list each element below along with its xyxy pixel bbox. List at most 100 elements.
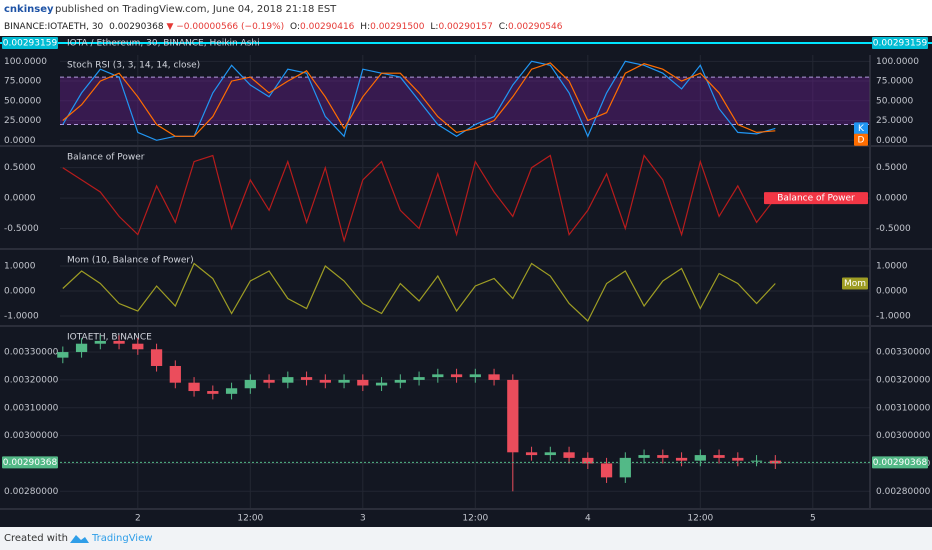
x-tick-label: 2 xyxy=(135,514,141,524)
price-tag-label: 0.00293159 xyxy=(3,39,58,49)
change: ▼ −0.00000566 (−0.19%) xyxy=(166,22,284,32)
footer-logo xyxy=(70,535,89,543)
chart-bg xyxy=(0,36,932,527)
panel-title: Stoch RSI (3, 3, 14, 14, close) xyxy=(67,61,200,71)
candle-body xyxy=(282,377,294,383)
h: 0.00291500 xyxy=(370,22,425,32)
candle-body xyxy=(57,352,69,358)
x-tick-label: 4 xyxy=(585,514,591,524)
x-tick-label: 3 xyxy=(360,514,366,524)
candle-body xyxy=(544,452,556,456)
x-tick-label: 5 xyxy=(810,514,816,524)
price-tag-label: Mom xyxy=(844,279,866,289)
candle-body xyxy=(338,379,350,383)
candle-body xyxy=(188,382,200,392)
y-tick-label-right: 25.0000 xyxy=(876,116,913,126)
panel-title: Balance of Power xyxy=(67,153,145,163)
candle-body xyxy=(357,379,369,386)
y-tick-label-right: 75.0000 xyxy=(876,77,913,87)
y-tick-label-left: 0.00280000 xyxy=(4,487,59,497)
y-tick-label-left: 0.00320000 xyxy=(4,375,59,385)
price-tag xyxy=(854,122,868,135)
y-tick-label-right: 0.0000 xyxy=(876,287,908,297)
panel-title: IOTAETH, BINANCE xyxy=(67,333,152,343)
last: 0.00290368 xyxy=(109,22,164,32)
price-tag xyxy=(872,37,928,49)
candle-body xyxy=(769,460,781,464)
price-tag-label: D xyxy=(858,135,865,145)
x-tick-label: 12:00 xyxy=(237,514,263,524)
candle-body xyxy=(225,388,238,394)
y-tick-label-left: -0.5000 xyxy=(4,224,39,234)
candle-body xyxy=(375,382,388,386)
candle-body xyxy=(525,452,538,456)
candle-body xyxy=(132,343,144,350)
y-tick-label-right: 0.00300000 xyxy=(876,431,931,441)
y-tick-label-left: 0.5000 xyxy=(4,163,36,173)
main-title: IOTA / Ethereum, 30, BINANCE, Heikin Ash… xyxy=(67,39,260,49)
series-line xyxy=(62,262,776,322)
candle-body xyxy=(319,379,331,383)
price-tag-label: 0.00293159 xyxy=(873,39,928,49)
ohlc-line: BINANCE:IOTAETH, 30 0.00290368 ▼ −0.0000… xyxy=(4,22,563,32)
y-tick-label-left: 1.0000 xyxy=(4,262,36,272)
y-tick-label-left: 0.0000 xyxy=(4,287,36,297)
candle-body xyxy=(713,455,725,458)
x-tick-label: 12:00 xyxy=(687,514,713,524)
candle-body xyxy=(413,377,425,380)
y-tick-label-right: 0.00280000 xyxy=(876,487,931,497)
y-tick-label-left: 0.0000 xyxy=(4,194,36,204)
band xyxy=(60,77,870,125)
y-tick-label-right: 0.00310000 xyxy=(876,403,931,413)
y-tick-label-right: 50.0000 xyxy=(876,96,913,106)
y-tick-label-right: 0.00320000 xyxy=(876,375,931,385)
candle-body xyxy=(394,379,406,383)
candle-body xyxy=(582,457,594,464)
candle-body xyxy=(563,452,575,458)
y-tick-label-left: 75.0000 xyxy=(4,77,41,87)
y-tick-label-right: 0.0000 xyxy=(876,136,908,146)
panel-title: Mom (10, Balance of Power) xyxy=(67,256,194,266)
price-tag-label: 0.00290368 xyxy=(873,458,928,468)
price-tag xyxy=(854,133,868,146)
candle-body xyxy=(732,457,744,461)
y-tick-label-right: 1.0000 xyxy=(876,262,908,272)
candle-body xyxy=(75,343,88,353)
y-tick-label-left: 0.00330000 xyxy=(4,348,59,358)
candle-body xyxy=(150,349,163,366)
y-tick-label-right: -0.5000 xyxy=(876,224,911,234)
y-tick-label-left: 0.0000 xyxy=(4,136,36,146)
l-label: L: xyxy=(430,22,438,32)
candle-body xyxy=(619,457,631,478)
candle-body xyxy=(94,340,106,344)
y-tick-label-right: 0.00330000 xyxy=(876,348,931,358)
candle-body xyxy=(657,455,669,458)
o-label: O: xyxy=(290,22,300,32)
y-tick-label-left: -1.0000 xyxy=(4,312,39,322)
candle-body xyxy=(300,377,313,380)
candle-body xyxy=(694,455,706,461)
y-tick-label-right: 0.5000 xyxy=(876,163,908,173)
price-tag xyxy=(764,192,868,205)
series-line xyxy=(62,154,776,243)
x-tick-label: 12:00 xyxy=(462,514,488,524)
footer-created: Created with xyxy=(4,533,68,544)
candle-body xyxy=(675,457,688,461)
candle-body xyxy=(207,391,219,394)
series-line xyxy=(62,62,776,137)
o: 0.00290416 xyxy=(300,22,355,32)
y-tick-label-right: -1.0000 xyxy=(876,312,911,322)
candle-body xyxy=(638,455,650,458)
y-tick-label-left: 25.0000 xyxy=(4,116,41,126)
l: 0.00290157 xyxy=(438,22,492,32)
c: 0.00290546 xyxy=(508,22,563,32)
y-tick-label-left: 50.0000 xyxy=(4,96,41,106)
candle-body xyxy=(750,460,763,462)
y-tick-label-right: 100.0000 xyxy=(876,57,919,67)
y-tick-label-left: 100.0000 xyxy=(4,57,47,67)
header-bg xyxy=(0,0,932,36)
h-label: H: xyxy=(360,22,370,32)
price-tag-label: K xyxy=(858,124,865,134)
